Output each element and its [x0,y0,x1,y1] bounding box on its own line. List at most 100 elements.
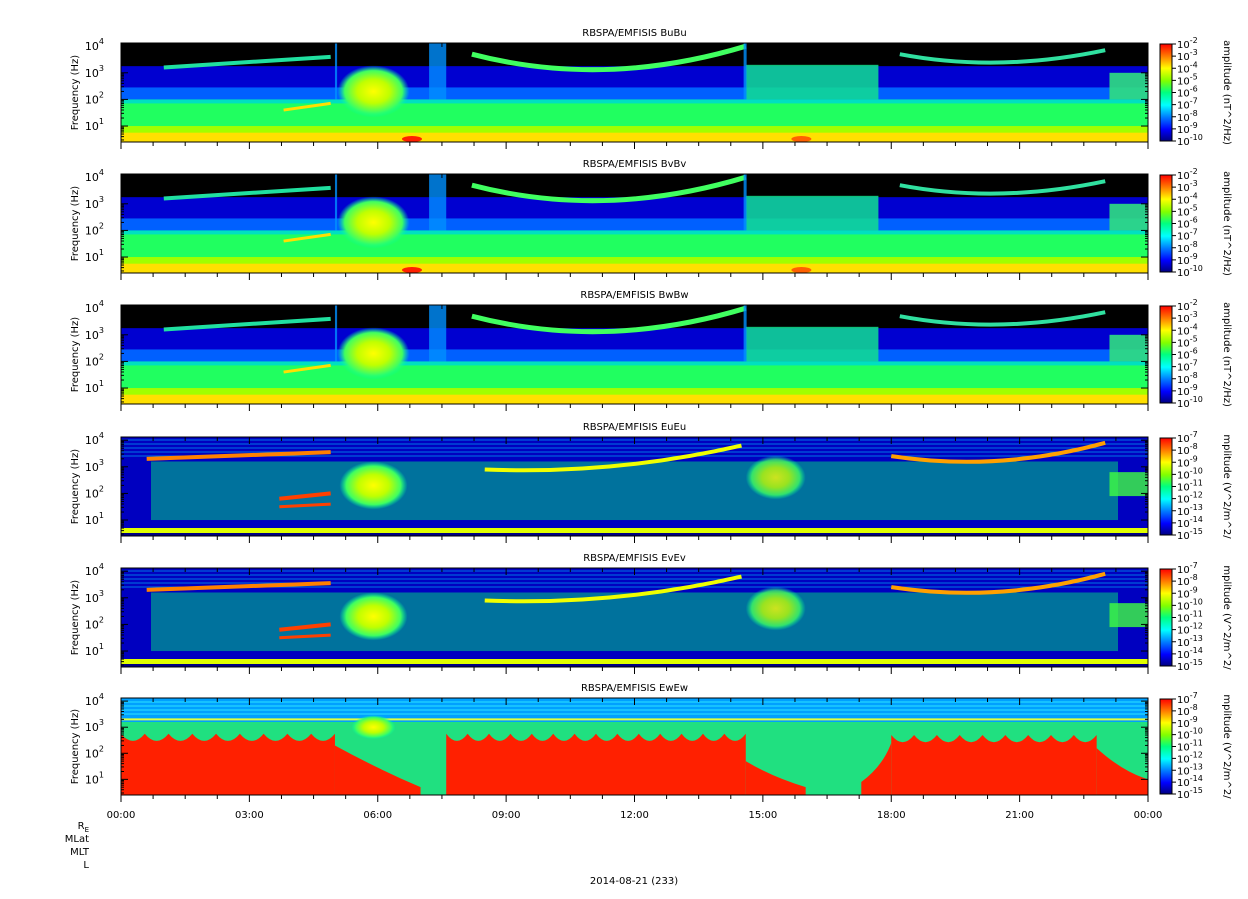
hiss-blob [339,592,408,641]
spectrogram-image [121,437,1148,536]
background-level [121,132,1148,142]
hiss-region [745,195,879,231]
intense-low-freq [401,136,422,142]
hiss-region [1109,472,1148,497]
hiss-blob [745,586,806,631]
chorus-emission [146,450,331,461]
chorus-emission [899,48,1106,65]
broadband-burst [743,305,747,362]
colorbar-scale [1159,437,1173,536]
wave-field [151,592,1118,652]
intense-emission-region [446,733,746,795]
x-tick-label: 21:00 [1005,810,1034,821]
y-axis-label: Frequency (Hz) [70,186,81,262]
y-axis-label: Frequency (Hz) [70,709,81,785]
y-axis-label: Frequency (Hz) [70,317,81,393]
y-tick-label: 104 [85,168,104,184]
spectrogram-panel-5: RBSPA/EMFISIS EvEv Frequency (Hz) 101 102 10… [70,553,1232,674]
spectrogram-panel-2: RBSPA/EMFISIS BvBv Frequency (Hz) 101 102 10… [70,159,1232,280]
colorbar-label: mplitude (V^2/m^2/ [1221,565,1232,670]
date-label: 2014-08-21 (233) [590,876,678,887]
colorbar: 10-210-310-410-510-610-710-810-910-10 amp… [1159,36,1232,148]
x-tick-label: 15:00 [748,810,777,821]
emic-wave [283,101,331,112]
chorus-emission [471,174,747,204]
hiss-blob [745,455,806,500]
ephemeris-label: MLat [65,834,89,845]
y-tick-label: 102 [85,615,104,631]
chorus-emission [484,443,742,473]
colorbar-label: amplitude (nT^2/Hz) [1221,302,1232,407]
chorus-emission [471,43,747,73]
colorbar-scale [1159,698,1173,795]
intense-emission-region [334,745,421,795]
intense-emission-region [861,742,892,795]
colorbar-label: mplitude (V^2/m^2/ [1221,434,1232,539]
spectrogram-image [121,305,1148,404]
chorus-emission [899,310,1106,327]
x-tick-label: 06:00 [363,810,392,821]
emic-wave [279,622,331,632]
ephemeris-label: L [83,860,89,871]
y-axis-label: Frequency (Hz) [70,449,81,525]
low-freq-band [121,659,1148,664]
broadband-burst [743,43,747,100]
y-tick-label: 103 [85,458,104,474]
background-level [121,394,1148,404]
spectrogram-image [121,698,1148,795]
broadband-burst [334,305,338,362]
emic-wave [283,232,331,243]
intense-emission-region [891,735,1097,795]
hiss-blob [339,461,408,510]
colorbar-scale [1159,305,1173,404]
intense-low-freq [401,267,422,273]
colorbar: 10-710-810-910-1010-1110-1210-1310-1410-… [1159,430,1232,542]
panel-title: RBSPA/EMFISIS BuBu [582,28,686,39]
colorbar: 10-210-310-410-510-610-710-810-910-10 amp… [1159,298,1232,410]
x-tick-label: 03:00 [235,810,264,821]
y-tick-label: 104 [85,299,104,315]
hiss-region [745,64,879,100]
intense-emission-region [121,733,335,795]
chorus-emission [146,581,331,592]
hiss-blob [337,327,410,380]
chorus-emission [890,440,1106,464]
x-tick-label: 12:00 [620,810,649,821]
low-freq-band [121,533,1148,536]
broadband-burst [429,305,447,362]
chorus-emission [163,185,331,201]
y-tick-label: 102 [85,90,104,106]
broadband-burst [429,174,447,231]
y-tick-label: 103 [85,589,104,605]
x-tick-label: 00:00 [107,810,136,821]
wave-field [151,461,1118,521]
emic-wave [279,491,331,501]
broadband-burst [334,174,338,231]
spectrogram-panel-1: RBSPA/EMFISIS BuBu Frequency (Hz) 101 102 10… [70,28,1232,149]
intense-emission-region [1096,748,1148,795]
emic-wave [279,502,331,509]
hiss-blob [337,65,410,118]
panel-title: RBSPA/EMFISIS EwEw [581,683,688,694]
hiss-region [1109,334,1148,362]
y-tick-label: 104 [85,431,104,447]
hiss-region [1109,603,1148,628]
y-tick-label: 102 [85,221,104,237]
hiss-region [745,326,879,362]
y-tick-label: 101 [85,117,104,133]
colorbar: 10-710-810-910-1010-1110-1210-1310-1410-… [1159,561,1232,673]
y-tick-label: 103 [85,64,104,80]
ephemeris-label: MLT [70,847,90,858]
colorbar-scale [1159,174,1173,273]
x-tick-label: 09:00 [492,810,521,821]
colorbar: 10-210-310-410-510-610-710-810-910-10 amp… [1159,167,1232,279]
panel-title: RBSPA/EMFISIS BwBw [580,290,688,301]
y-tick-label: 102 [85,744,104,760]
chorus-emission [163,316,331,332]
spectrogram-panel-6: RBSPA/EMFISIS EwEw Frequency (Hz) 101 102 10… [70,683,1232,802]
panel-title: RBSPA/EMFISIS EuEu [583,422,686,433]
hiss-region [1109,203,1148,231]
panel-title: RBSPA/EMFISIS EvEv [583,553,686,564]
chorus-emission [471,305,747,335]
y-tick-label: 104 [85,562,104,578]
